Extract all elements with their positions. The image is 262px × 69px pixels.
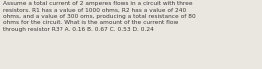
Text: Assume a total current of 2 amperes flows in a circuit with three
resistors. R1 : Assume a total current of 2 amperes flow… bbox=[3, 1, 196, 32]
